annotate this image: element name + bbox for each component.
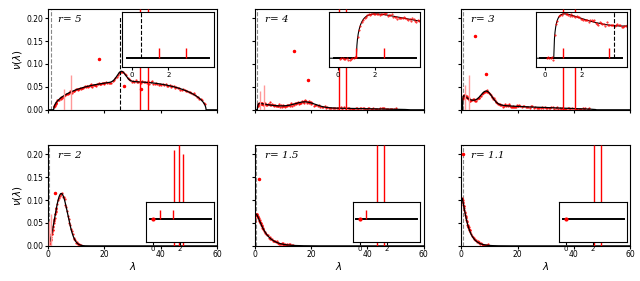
X-axis label: $\lambda$: $\lambda$ — [129, 260, 136, 273]
Y-axis label: $\nu(\lambda)$: $\nu(\lambda)$ — [11, 185, 24, 206]
X-axis label: $\lambda$: $\lambda$ — [335, 260, 343, 273]
Text: r= 2: r= 2 — [58, 151, 82, 160]
X-axis label: $\lambda$: $\lambda$ — [542, 260, 550, 273]
Text: r= 4: r= 4 — [265, 15, 289, 24]
Text: r= 1.5: r= 1.5 — [265, 151, 298, 160]
Text: r= 1.1: r= 1.1 — [471, 151, 505, 160]
Text: r= 5: r= 5 — [58, 15, 82, 24]
Y-axis label: $\nu(\lambda)$: $\nu(\lambda)$ — [11, 49, 24, 70]
Text: r= 3: r= 3 — [471, 15, 495, 24]
